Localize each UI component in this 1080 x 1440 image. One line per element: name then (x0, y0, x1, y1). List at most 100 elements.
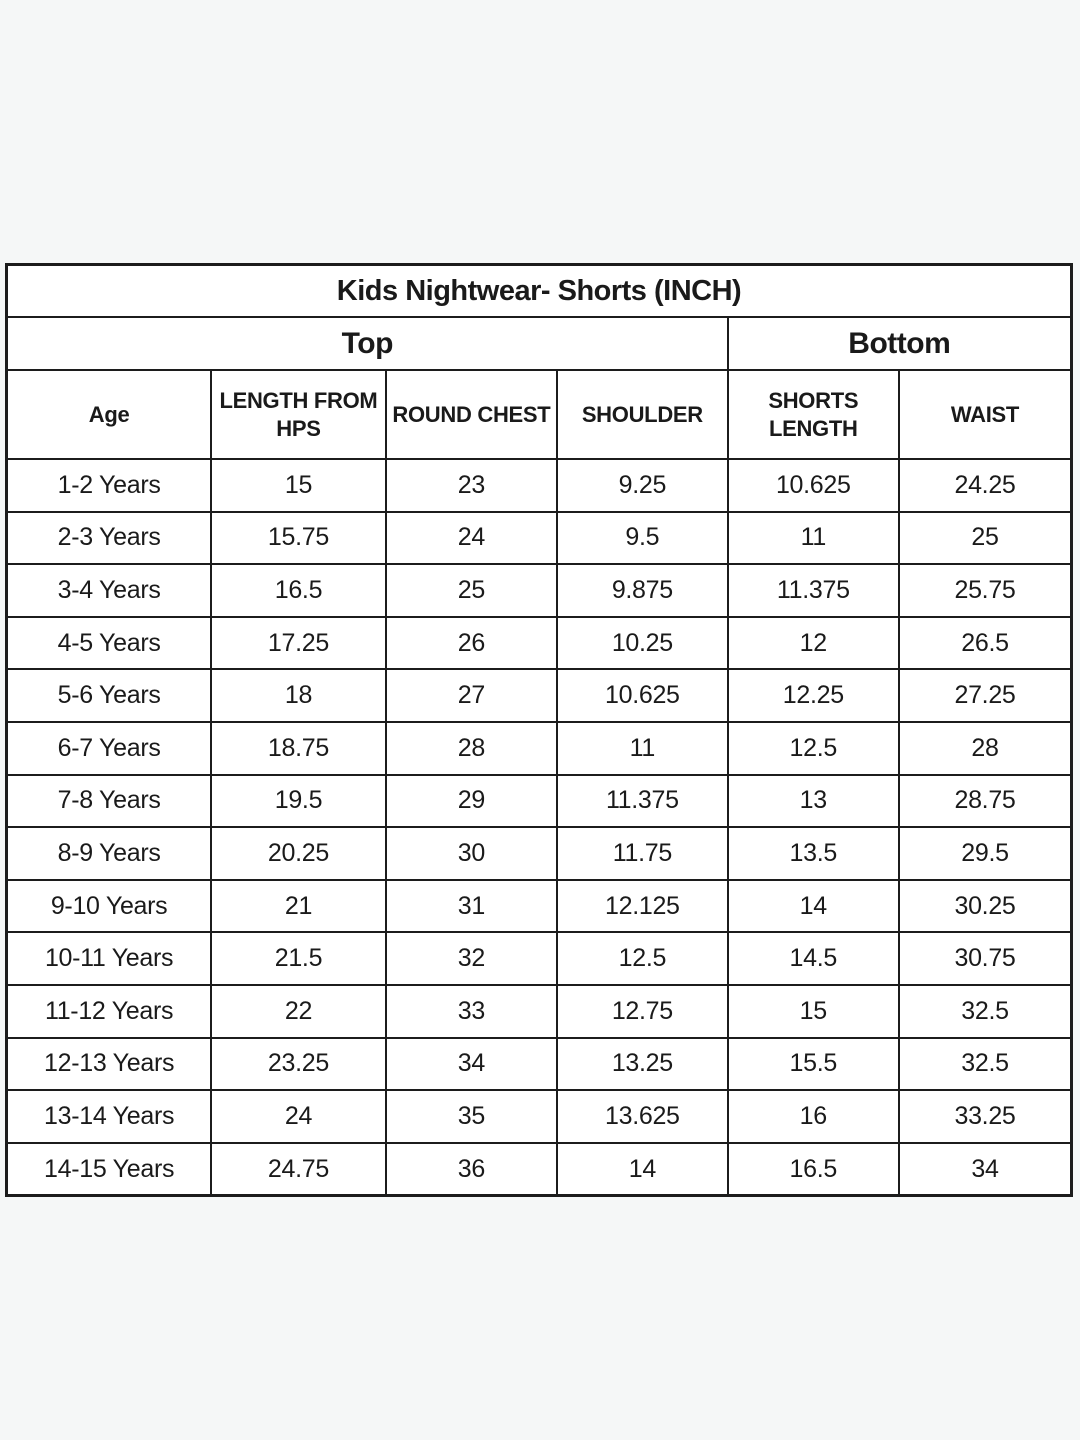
measurement-cell: 32.5 (898, 1036, 1073, 1092)
measurement-cell: 13 (726, 773, 901, 829)
age-cell: 6-7 Years (5, 720, 213, 776)
age-cell: 13-14 Years (5, 1089, 213, 1144)
group-header-top: Top (5, 316, 729, 371)
column-header-round-chest: ROUND CHEST (384, 369, 559, 460)
measurement-cell: 13.25 (556, 1036, 729, 1092)
table-row: 6-7 Years 18.75 28 11 12.5 28 (5, 720, 1073, 776)
measurement-cell: 10.625 (726, 458, 901, 513)
age-cell: 3-4 Years (5, 563, 213, 618)
measurement-cell: 15.75 (210, 510, 387, 566)
measurement-cell: 9.5 (556, 510, 729, 566)
measurement-cell: 16.5 (210, 563, 387, 618)
measurement-cell: 32.5 (898, 983, 1073, 1039)
measurement-cell: 25.75 (898, 563, 1073, 618)
column-header-row: Age LENGTH FROM HPS ROUND CHEST SHOULDER… (5, 369, 1073, 460)
measurement-cell: 15.5 (726, 1036, 901, 1092)
measurement-cell: 28.75 (898, 773, 1073, 829)
table-title-row: Kids Nightwear- Shorts (INCH) (5, 263, 1073, 318)
measurement-cell: 16.5 (726, 1141, 901, 1197)
measurement-cell: 29.5 (898, 826, 1073, 881)
measurement-cell: 30 (384, 826, 559, 881)
age-cell: 14-15 Years (5, 1141, 213, 1197)
age-cell: 8-9 Years (5, 826, 213, 881)
measurement-cell: 35 (384, 1089, 559, 1144)
measurement-cell: 32 (384, 931, 559, 986)
measurement-cell: 12 (726, 615, 901, 671)
measurement-cell: 11.375 (556, 773, 729, 829)
measurement-cell: 22 (210, 983, 387, 1039)
size-chart: Kids Nightwear- Shorts (INCH) Top Bottom… (5, 263, 1073, 1198)
measurement-cell: 24 (210, 1089, 387, 1144)
column-header-length-from-hps: LENGTH FROM HPS (210, 369, 387, 460)
measurement-cell: 16 (726, 1089, 901, 1144)
measurement-cell: 27.25 (898, 668, 1073, 723)
measurement-cell: 11 (726, 510, 901, 566)
column-header-shorts-length: SHORTS LENGTH (726, 369, 901, 460)
measurement-cell: 25 (898, 510, 1073, 566)
age-cell: 5-6 Years (5, 668, 213, 723)
measurement-cell: 11.375 (726, 563, 901, 618)
table-row: 4-5 Years 17.25 26 10.25 12 26.5 (5, 615, 1073, 671)
measurement-cell: 14.5 (726, 931, 901, 986)
age-cell: 9-10 Years (5, 878, 213, 934)
measurement-cell: 30.75 (898, 931, 1073, 986)
measurement-cell: 12.75 (556, 983, 729, 1039)
measurement-cell: 30.25 (898, 878, 1073, 934)
measurement-cell: 33 (384, 983, 559, 1039)
measurement-cell: 24 (384, 510, 559, 566)
measurement-cell: 23.25 (210, 1036, 387, 1092)
column-header-waist: WAIST (898, 369, 1073, 460)
measurement-cell: 33.25 (898, 1089, 1073, 1144)
table-row: 3-4 Years 16.5 25 9.875 11.375 25.75 (5, 563, 1073, 618)
measurement-cell: 26 (384, 615, 559, 671)
column-header-age: Age (5, 369, 213, 460)
age-cell: 7-8 Years (5, 773, 213, 829)
age-cell: 12-13 Years (5, 1036, 213, 1092)
measurement-cell: 9.25 (556, 458, 729, 513)
measurement-cell: 14 (556, 1141, 729, 1197)
measurement-cell: 13.5 (726, 826, 901, 881)
size-chart-table: Kids Nightwear- Shorts (INCH) Top Bottom… (5, 263, 1073, 1198)
size-table-body: 1-2 Years 15 23 9.25 10.625 24.25 2-3 Years 15.… (5, 458, 1073, 1197)
table-row: 9-10 Years 21 31 12.125 14 30.25 (5, 878, 1073, 934)
column-header-shoulder: SHOULDER (556, 369, 729, 460)
age-cell: 2-3 Years (5, 510, 213, 566)
table-row: 11-12 Years 22 33 12.75 15 32.5 (5, 983, 1073, 1039)
measurement-cell: 24.25 (898, 458, 1073, 513)
measurement-cell: 21 (210, 878, 387, 934)
table-row: 1-2 Years 15 23 9.25 10.625 24.25 (5, 458, 1073, 513)
measurement-cell: 34 (384, 1036, 559, 1092)
measurement-cell: 23 (384, 458, 559, 513)
column-group-row: Top Bottom (5, 316, 1073, 371)
table-row: 2-3 Years 15.75 24 9.5 11 25 (5, 510, 1073, 566)
measurement-cell: 19.5 (210, 773, 387, 829)
age-cell: 1-2 Years (5, 458, 213, 513)
age-cell: 11-12 Years (5, 983, 213, 1039)
measurement-cell: 10.625 (556, 668, 729, 723)
measurement-cell: 12.25 (726, 668, 901, 723)
table-row: 10-11 Years 21.5 32 12.5 14.5 30.75 (5, 931, 1073, 986)
measurement-cell: 18 (210, 668, 387, 723)
measurement-cell: 9.875 (556, 563, 729, 618)
measurement-cell: 14 (726, 878, 901, 934)
measurement-cell: 15 (210, 458, 387, 513)
measurement-cell: 12.125 (556, 878, 729, 934)
age-cell: 4-5 Years (5, 615, 213, 671)
measurement-cell: 29 (384, 773, 559, 829)
measurement-cell: 27 (384, 668, 559, 723)
measurement-cell: 34 (898, 1141, 1073, 1197)
measurement-cell: 36 (384, 1141, 559, 1197)
measurement-cell: 15 (726, 983, 901, 1039)
measurement-cell: 10.25 (556, 615, 729, 671)
group-header-bottom: Bottom (726, 316, 1073, 371)
measurement-cell: 21.5 (210, 931, 387, 986)
measurement-cell: 20.25 (210, 826, 387, 881)
measurement-cell: 28 (384, 720, 559, 776)
measurement-cell: 11 (556, 720, 729, 776)
measurement-cell: 26.5 (898, 615, 1073, 671)
table-title: Kids Nightwear- Shorts (INCH) (5, 263, 1073, 318)
measurement-cell: 12.5 (556, 931, 729, 986)
table-row: 8-9 Years 20.25 30 11.75 13.5 29.5 (5, 826, 1073, 881)
table-row: 7-8 Years 19.5 29 11.375 13 28.75 (5, 773, 1073, 829)
measurement-cell: 12.5 (726, 720, 901, 776)
